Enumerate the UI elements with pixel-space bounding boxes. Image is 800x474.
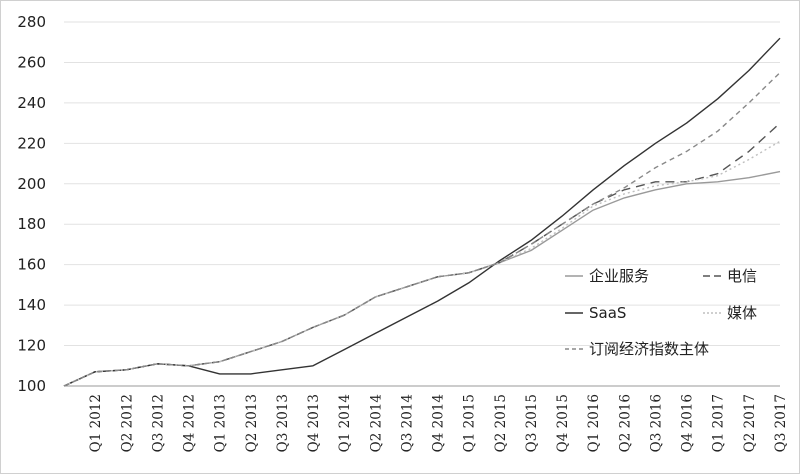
y-tick-label: 260 <box>17 53 46 71</box>
x-tick-label: Q3 2013 <box>275 394 291 452</box>
legend-label: 订阅经济指数主体 <box>589 340 709 358</box>
x-tick-label: Q2 2016 <box>617 394 633 452</box>
x-tick-label: Q2 2017 <box>742 394 758 452</box>
y-tick-label: 200 <box>17 175 46 193</box>
x-tick-label: Q2 2013 <box>244 394 260 452</box>
series-lines <box>63 37 781 387</box>
x-axis-ticks: Q1 2012 Q2 2012 Q3 2012 Q4 2012 Q1 2013 Q2 20… <box>88 394 789 452</box>
x-tick-label: Q2 2012 <box>119 394 135 452</box>
y-tick-label: 160 <box>17 256 46 274</box>
y-tick-label: 120 <box>17 337 46 355</box>
x-tick-label: Q3 2016 <box>648 394 664 452</box>
x-tick-label: Q1 2016 <box>586 394 602 452</box>
x-tick-label: Q3 2015 <box>524 394 540 452</box>
y-tick-label: 280 <box>17 13 46 31</box>
x-tick-label: Q4 2013 <box>306 394 322 452</box>
y-tick-label: 180 <box>17 215 46 233</box>
x-tick-label: Q1 2012 <box>88 394 104 452</box>
y-axis-ticks: 100 120 140 160 180 200 220 240 260 280 <box>17 13 46 395</box>
legend-label: 企业服务 <box>589 267 649 285</box>
x-tick-label: Q3 2017 <box>773 394 789 452</box>
x-tick-label: Q2 2014 <box>368 394 384 452</box>
legend-label: 媒体 <box>727 304 757 322</box>
x-tick-label: Q1 2013 <box>213 394 229 452</box>
grid-lines <box>64 21 780 387</box>
x-tick-label: Q1 2015 <box>462 394 478 452</box>
y-tick-label: 100 <box>17 377 46 395</box>
x-tick-label: Q4 2012 <box>182 394 198 452</box>
y-tick-label: 140 <box>17 296 46 314</box>
x-tick-label: Q1 2017 <box>711 394 727 452</box>
x-tick-label: Q3 2012 <box>150 394 166 452</box>
y-tick-label: 240 <box>17 94 46 112</box>
series-line <box>63 37 781 387</box>
x-tick-label: Q2 2015 <box>493 394 509 452</box>
legend-label: SaaS <box>589 304 626 322</box>
legend-label: 电信 <box>727 267 757 285</box>
x-tick-label: Q3 2014 <box>399 394 415 452</box>
series-line <box>63 72 781 387</box>
x-tick-label: Q4 2015 <box>555 394 571 452</box>
x-tick-label: Q1 2014 <box>337 394 353 452</box>
x-tick-label: Q4 2016 <box>680 394 696 452</box>
x-tick-label: Q4 2014 <box>431 394 447 452</box>
y-tick-label: 220 <box>17 134 46 152</box>
